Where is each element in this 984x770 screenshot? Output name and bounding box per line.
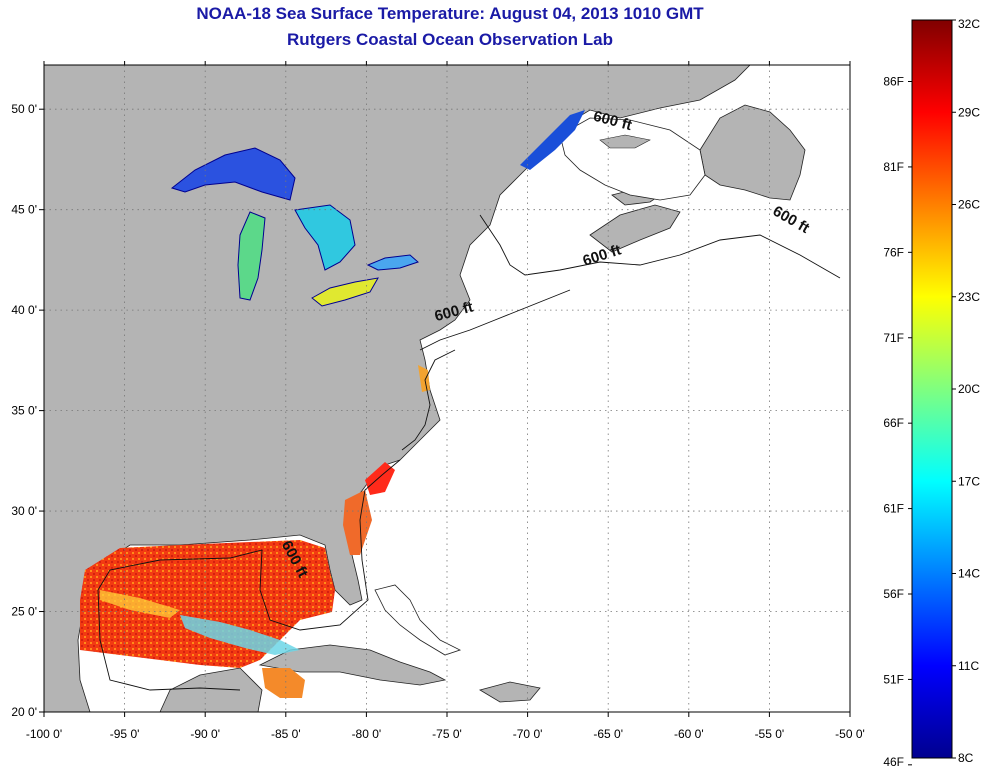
lat-tick-label: 25 0' [11, 605, 37, 619]
colorbar-label-f: 76F [883, 245, 904, 259]
isobath-600ft-northeast [401, 214, 841, 451]
lat-tick-label: 40 0' [11, 303, 37, 317]
lon-tick-label: -100 0' [26, 727, 62, 741]
lat-tick-label: 50 0' [11, 102, 37, 116]
lake-michigan [237, 211, 266, 301]
colorbar-label-f: 81F [883, 160, 904, 174]
lon-tick-label: -85 0' [271, 727, 301, 741]
lat-tick-label: 35 0' [11, 404, 37, 418]
sst-st-lawrence [520, 110, 585, 170]
lake-erie [311, 277, 379, 307]
isobath-600ft-southeast [259, 459, 401, 631]
sst-loop-current-yellow [100, 590, 180, 618]
colorbar [911, 19, 953, 759]
colorbar-label-c: 14C [958, 567, 980, 581]
colorbar-label-f: 86F [883, 75, 904, 89]
colorbar-label-f: 56F [883, 587, 904, 601]
lon-tick-label: -70 0' [513, 727, 543, 741]
colorbar-label-c: 20C [958, 382, 980, 396]
lake-superior [170, 147, 296, 201]
land-hispaniola [478, 681, 541, 703]
colorbar-label-c: 11C [958, 659, 979, 673]
colorbar-label-c: 8C [958, 751, 974, 765]
colorbar-label-f: 46F [883, 755, 904, 769]
colorbar-label-f: 61F [883, 502, 904, 516]
colorbar-label-f: 66F [883, 416, 904, 430]
land-newfoundland [699, 104, 806, 201]
sst-chesapeake [418, 365, 430, 392]
land-cuba [258, 644, 447, 686]
colorbar-label-c: 26C [958, 198, 980, 212]
lon-tick-label: -80 0' [352, 727, 382, 741]
colorbar-label-f: 71F [883, 331, 904, 345]
lon-tick-label: -75 0' [432, 727, 462, 741]
colorbar-label-c: 29C [958, 105, 980, 119]
lon-tick-label: -65 0' [593, 727, 623, 741]
sst-caribbean-orange [262, 668, 305, 698]
lon-tick-label: -95 0' [110, 727, 140, 741]
lat-tick-label: 20 0' [11, 705, 37, 719]
lat-tick-label: 45 0' [11, 203, 37, 217]
map-subtitle: Rutgers Coastal Ocean Observation Lab [287, 30, 613, 49]
colorbar-label-c: 17C [958, 474, 980, 488]
sst-florida-east [343, 490, 372, 555]
isobath-600ft-gulf [97, 549, 263, 691]
colorbar-label-f: 51F [883, 672, 904, 686]
lon-tick-label: -55 0' [755, 727, 785, 741]
sst-loop-current-cool [180, 615, 300, 655]
colorbar-label-c: 32C [958, 17, 980, 31]
lake-ontario [366, 254, 419, 271]
bahamas-shoals [374, 584, 462, 656]
gulf-st-lawrence [559, 117, 706, 201]
land-nova-scotia [589, 204, 681, 253]
lon-tick-label: -60 0' [674, 727, 704, 741]
lat-tick-label: 30 0' [11, 504, 37, 518]
land-anticosti [599, 134, 651, 149]
lon-tick-label: -50 0' [835, 727, 865, 741]
map-title: NOAA-18 Sea Surface Temperature: August … [196, 4, 704, 23]
sst-gulf-of-mexico [80, 540, 335, 668]
colorbar-label-c: 23C [958, 290, 980, 304]
lon-tick-label: -90 0' [190, 727, 220, 741]
